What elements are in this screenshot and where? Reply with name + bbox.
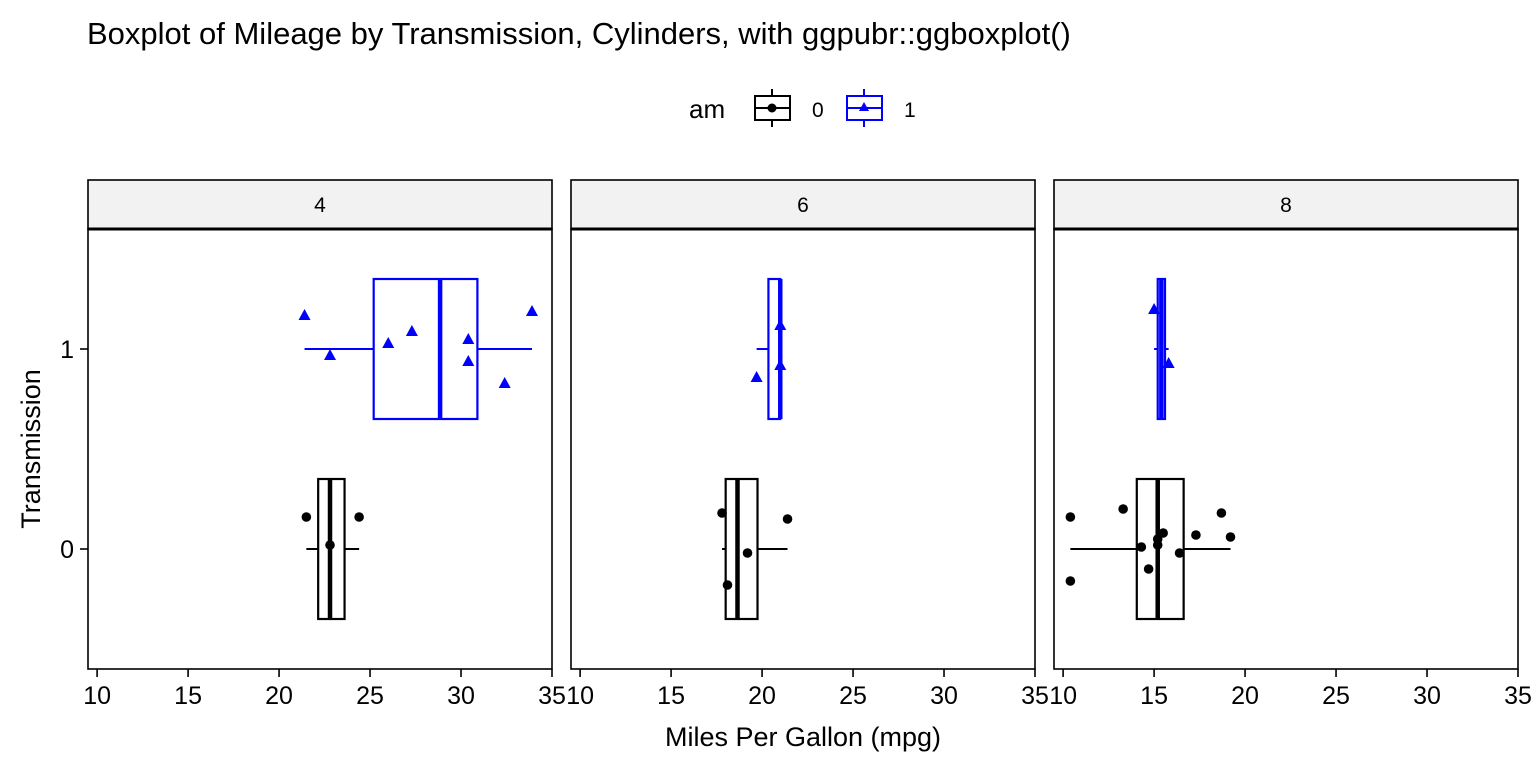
data-point (1148, 303, 1161, 314)
box (724, 477, 759, 621)
data-point (1162, 357, 1175, 368)
data-point (1191, 530, 1201, 540)
legend: am 0 1 (689, 89, 916, 127)
x-tick-label: 10 (83, 682, 111, 710)
data-point (354, 512, 364, 522)
x-tick-label: 20 (265, 682, 293, 710)
y-tick-label: 0 (60, 536, 74, 564)
data-point (498, 377, 511, 388)
x-axis-label: Miles Per Gallon (mpg) (665, 722, 941, 752)
data-point (774, 319, 787, 330)
x-tick-label: 25 (356, 682, 384, 710)
boxplot-am-1 (750, 277, 787, 421)
x-tick-label: 30 (1413, 682, 1441, 710)
facet-panel-4: 4 10 15 20 25 30 35 (83, 179, 566, 710)
x-tick-label: 25 (839, 682, 867, 710)
facet-strip (1053, 179, 1519, 230)
box (372, 277, 479, 421)
facet-panel-8: 8 10 15 20 25 30 35 (1049, 179, 1532, 710)
data-point (1065, 512, 1076, 522)
data-point (462, 355, 475, 366)
facet-label: 8 (1280, 194, 1292, 217)
box (1135, 477, 1185, 621)
panel-border (87, 228, 553, 670)
data-point (324, 349, 337, 360)
legend-label-1: 1 (904, 99, 916, 122)
data-point (774, 359, 787, 370)
legend-key-1 (846, 89, 883, 127)
y-axis-label: Transmission (16, 369, 46, 529)
facet-label: 6 (797, 194, 809, 217)
data-point (742, 548, 753, 558)
legend-title: am (689, 94, 725, 124)
x-tick-label: 35 (538, 682, 566, 710)
data-point (1065, 576, 1076, 586)
boxplot-am-1 (298, 277, 538, 421)
x-tick-label: 20 (748, 682, 776, 710)
data-point (405, 325, 418, 336)
x-tick-label: 35 (1504, 682, 1532, 710)
x-tick-label: 10 (1049, 682, 1077, 710)
data-point (1158, 528, 1168, 538)
y-tick-label: 1 (60, 336, 74, 364)
data-point (298, 309, 311, 320)
data-point (782, 514, 793, 524)
data-point (1118, 504, 1128, 514)
data-point (1136, 542, 1147, 552)
data-point (750, 371, 763, 382)
x-tick-label: 15 (174, 682, 202, 710)
facet-panel-6: 6 10 15 20 25 30 35 (566, 179, 1049, 710)
facet-strip (87, 179, 553, 230)
x-tick-label: 30 (447, 682, 475, 710)
facet-label: 4 (314, 194, 326, 217)
data-point (462, 333, 475, 344)
x-tick-label: 15 (657, 682, 685, 710)
boxplot-am-0 (301, 477, 364, 621)
data-point (722, 580, 733, 590)
data-point (382, 337, 395, 348)
x-tick-label: 10 (566, 682, 594, 710)
data-point (1174, 548, 1185, 558)
chart-title: Boxplot of Mileage by Transmission, Cyli… (87, 16, 1071, 51)
x-tick-label: 25 (1322, 682, 1350, 710)
x-tick-label: 20 (1231, 682, 1259, 710)
boxplot-am-1 (1148, 277, 1175, 421)
boxplot-am-0 (1065, 477, 1236, 621)
legend-label-0: 0 (812, 99, 824, 122)
data-point (717, 508, 727, 518)
boxplot-am-0 (717, 477, 793, 621)
data-point (525, 305, 538, 316)
x-tick-label: 15 (1140, 682, 1168, 710)
data-point (1216, 508, 1227, 518)
legend-key-0 (754, 89, 791, 127)
panel-border (570, 228, 1036, 670)
data-point (1143, 564, 1154, 574)
data-point (325, 540, 335, 550)
data-point (1225, 532, 1236, 542)
data-point (301, 512, 312, 522)
x-tick-label: 35 (1021, 682, 1049, 710)
facet-panels: 4 10 15 20 25 30 35 0 1 6 10 15 20 25 30 35 8 10 15 20 25 30 3… (60, 179, 1532, 710)
x-tick-label: 30 (930, 682, 958, 710)
panel-border (1053, 228, 1519, 670)
